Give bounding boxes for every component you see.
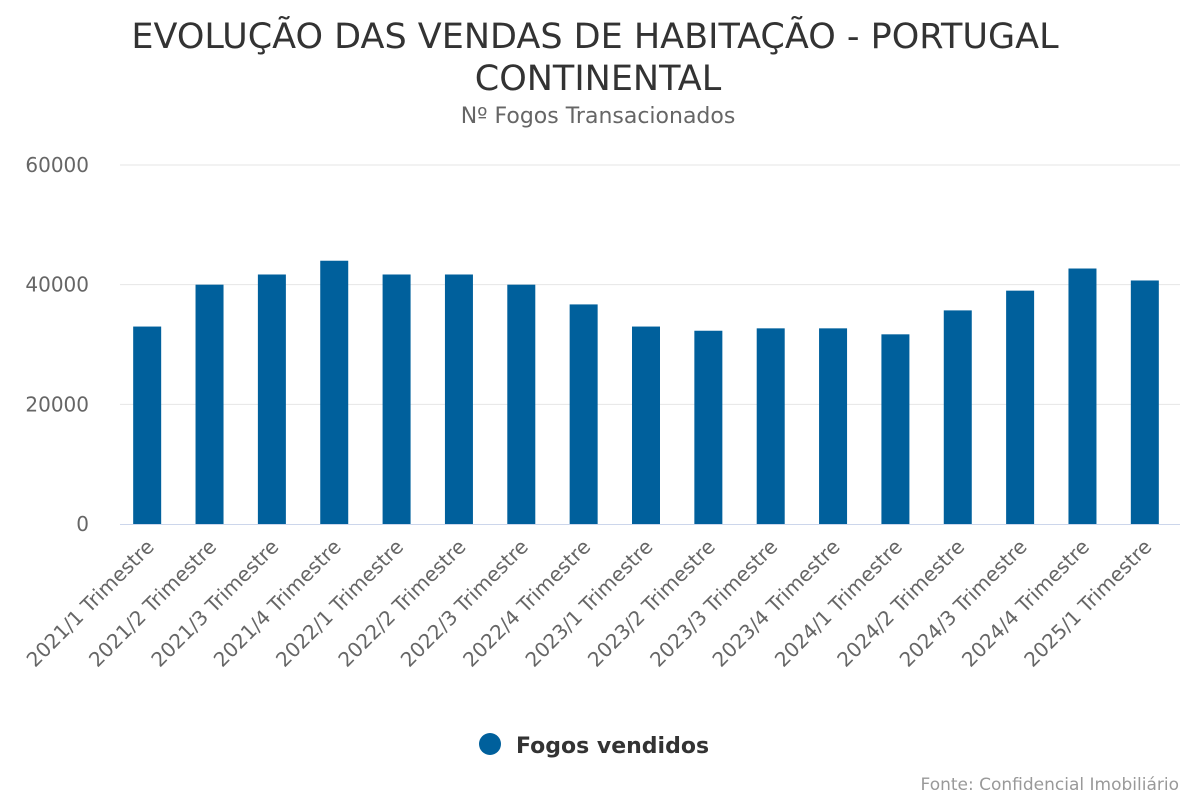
- y-axis-ticks: 0 20000 40000 60000: [25, 153, 89, 536]
- bar[interactable]: [819, 328, 848, 524]
- bar[interactable]: [133, 326, 162, 524]
- bar[interactable]: [569, 304, 598, 524]
- bar[interactable]: [1006, 290, 1035, 524]
- legend-label: Fogos vendidos: [516, 734, 709, 759]
- bar[interactable]: [632, 326, 660, 524]
- chart-subtitle: Nº Fogos Transacionados: [461, 104, 736, 129]
- chart-credit[interactable]: Fonte: Confidencial Imobiliário: [921, 775, 1179, 795]
- bar[interactable]: [507, 284, 536, 524]
- bar[interactable]: [694, 330, 723, 524]
- bar[interactable]: [195, 284, 224, 524]
- chart-title-line-2: CONTINENTAL: [475, 59, 722, 99]
- legend-marker-icon: [479, 733, 501, 755]
- bar[interactable]: [881, 334, 910, 524]
- y-tick-label: 20000: [25, 392, 89, 416]
- legend-item[interactable]: Fogos vendidos: [479, 733, 709, 759]
- bar[interactable]: [756, 328, 785, 524]
- bar[interactable]: [1130, 280, 1159, 524]
- chart-title-line-1: EVOLUÇÃO DAS VENDAS DE HABITAÇÃO - PORTU…: [131, 15, 1059, 57]
- y-tick-label: 40000: [25, 273, 89, 297]
- bar[interactable]: [943, 310, 972, 524]
- bar[interactable]: [444, 274, 473, 524]
- bar[interactable]: [1068, 268, 1097, 524]
- bar[interactable]: [257, 274, 286, 524]
- bars: [133, 260, 1159, 524]
- bar[interactable]: [320, 260, 349, 524]
- y-tick-label: 0: [76, 512, 89, 536]
- y-tick-label: 60000: [25, 153, 89, 177]
- bar[interactable]: [382, 274, 411, 524]
